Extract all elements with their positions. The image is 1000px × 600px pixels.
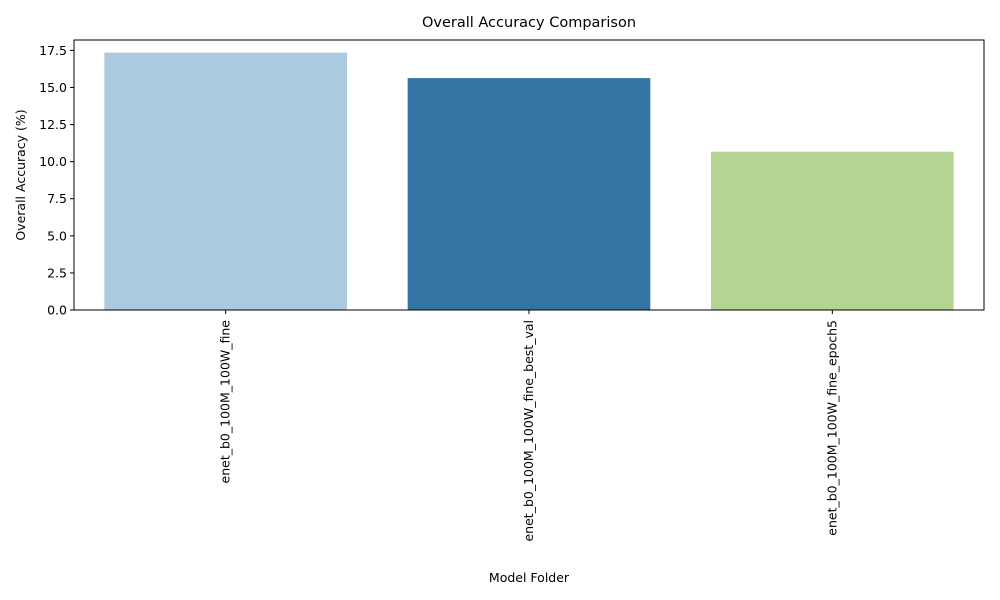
y-tick-label-4: 7.5 [47,191,67,206]
y-tick-label-1: 0.0 [47,303,67,318]
y-axis: 0.0 2.5 5.0 7.5 10.0 12.5 15.0 17.5 [39,43,74,318]
bar-2 [407,78,651,310]
bars-layer [104,52,954,311]
x-axis-label: Model Folder [489,570,570,585]
y-tick-label-3: 5.0 [47,228,67,243]
plot-frame [73,39,985,311]
chart-title: Overall Accuracy Comparison [422,15,636,31]
y-axis-label: Overall Accuracy (%) [13,109,28,240]
y-tick-label-2: 2.5 [47,265,67,280]
y-tick-label-7: 15.0 [39,80,67,95]
x-tick-label-3: enet_b0_100M_100W_fine_epoch5 [824,320,839,536]
bar-3 [711,151,954,310]
x-tick-label-1: enet_b0_100M_100W_fine [218,320,233,484]
y-tick-label-8: 17.5 [39,43,67,58]
x-tick-label-2: enet_b0_100M_100W_fine_best_val [521,320,536,542]
x-axis: enet_b0_100M_100W_fine enet_b0_100M_100W_… [218,310,839,542]
y-tick-label-6: 12.5 [39,117,67,132]
y-tick-label-5: 10.0 [39,154,67,169]
bar-1 [104,52,347,311]
